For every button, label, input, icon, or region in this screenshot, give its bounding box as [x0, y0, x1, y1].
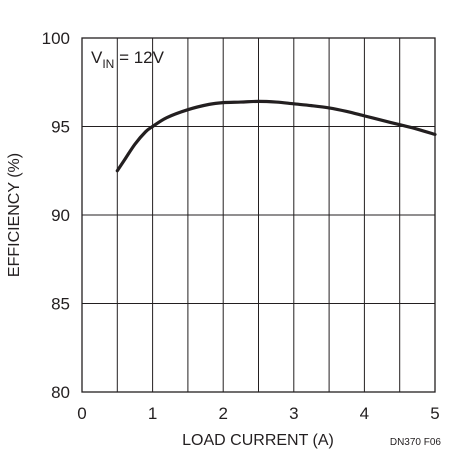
y-tick-label: 90: [51, 206, 70, 225]
y-tick-label: 85: [51, 295, 70, 314]
y-axis-title: EFFICIENCY (%): [6, 153, 23, 277]
x-tick-label: 1: [148, 404, 157, 423]
labels: 0 1 2 3 4 5 80 85 90 95 100 LOAD CURRENT (A) EFFICIE…: [6, 29, 441, 449]
x-tick-label: 4: [360, 404, 369, 423]
x-tick-label: 0: [77, 404, 86, 423]
y-tick-label: 95: [51, 118, 70, 137]
x-tick-label: 2: [218, 404, 227, 423]
input-voltage-annotation: VIN = 12V: [91, 48, 165, 71]
efficiency-curve: [115, 99, 437, 173]
y-tick-label: 100: [42, 29, 70, 48]
grid: [81, 37, 436, 393]
efficiency-curve-group: [115, 99, 437, 173]
figure-id-label: DN370 F06: [390, 437, 442, 448]
y-tick-label: 80: [51, 383, 70, 402]
x-tick-label: 3: [289, 404, 298, 423]
x-axis-title: LOAD CURRENT (A): [182, 432, 334, 449]
x-tick-label: 5: [430, 404, 439, 423]
